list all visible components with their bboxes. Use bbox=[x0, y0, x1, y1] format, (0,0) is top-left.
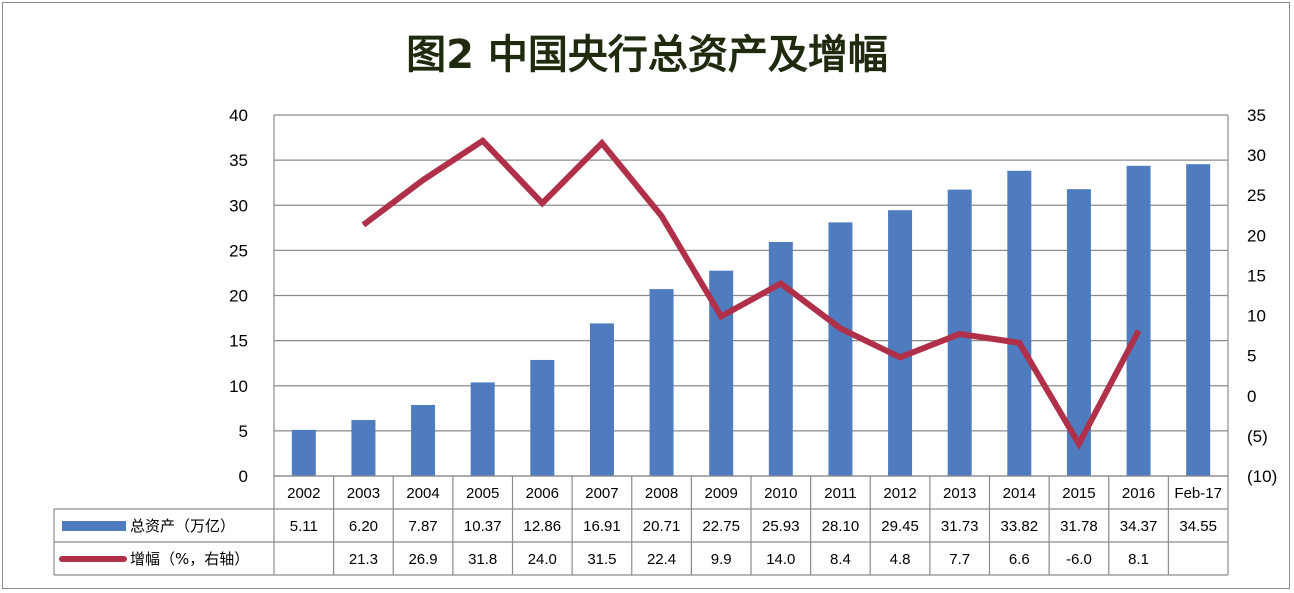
growth-value-label: 8.4 bbox=[830, 551, 851, 568]
left-tick-label: 30 bbox=[229, 196, 248, 215]
category-label: 2005 bbox=[466, 485, 499, 502]
growth-value-label: 6.6 bbox=[1009, 551, 1030, 568]
bar-value-label: 22.75 bbox=[702, 518, 740, 535]
bar bbox=[1126, 165, 1151, 477]
left-tick-label: 0 bbox=[239, 467, 248, 486]
bar-value-label: 20.71 bbox=[643, 518, 681, 535]
growth-point bbox=[1078, 443, 1080, 445]
growth-point bbox=[601, 142, 603, 144]
right-tick-label: 0 bbox=[1247, 387, 1256, 406]
bar bbox=[1007, 170, 1032, 476]
right-tick-label: 5 bbox=[1247, 347, 1256, 366]
category-label: 2003 bbox=[347, 485, 380, 502]
left-tick-label: 35 bbox=[229, 151, 248, 170]
growth-point bbox=[1018, 342, 1020, 344]
legend-label-line: 增幅（%，右轴） bbox=[130, 550, 249, 568]
growth-point bbox=[899, 356, 901, 358]
growth-point bbox=[839, 327, 841, 329]
bar-value-label: 5.11 bbox=[290, 518, 318, 535]
chart-title: 图2 中国央行总资产及增幅 bbox=[406, 32, 888, 78]
bar-value-label: 25.93 bbox=[762, 518, 800, 535]
category-label: 2008 bbox=[645, 485, 678, 502]
bar bbox=[589, 323, 614, 476]
growth-value-label: 14.0 bbox=[766, 551, 795, 568]
growth-value-label: 31.8 bbox=[468, 551, 497, 568]
category-label: 2007 bbox=[585, 485, 618, 502]
bar-value-label: 31.78 bbox=[1060, 518, 1098, 535]
right-tick-label: (5) bbox=[1247, 427, 1268, 446]
left-tick-label: 20 bbox=[229, 287, 248, 306]
legend-key-bar bbox=[62, 521, 126, 531]
growth-value-label: 8.1 bbox=[1128, 551, 1149, 568]
growth-point bbox=[780, 282, 782, 284]
growth-point bbox=[1138, 330, 1140, 332]
bar bbox=[649, 289, 674, 476]
bar-value-label: 16.91 bbox=[583, 518, 621, 535]
category-label: Feb-17 bbox=[1174, 485, 1222, 502]
bar bbox=[768, 241, 793, 476]
growth-value-label: 7.7 bbox=[949, 551, 970, 568]
left-tick-label: 10 bbox=[229, 377, 248, 396]
bar-value-label: 34.37 bbox=[1120, 518, 1158, 535]
category-label: 2009 bbox=[705, 485, 738, 502]
right-tick-label: 10 bbox=[1247, 307, 1266, 326]
legend-label-bar: 总资产（万亿） bbox=[130, 517, 235, 535]
bar-value-label: 31.73 bbox=[941, 518, 979, 535]
category-label: 2002 bbox=[287, 485, 320, 502]
bar bbox=[828, 222, 853, 476]
growth-value-label: 9.9 bbox=[711, 551, 732, 568]
bar bbox=[1186, 164, 1211, 476]
right-tick-label: 15 bbox=[1247, 266, 1266, 285]
bar-value-label: 6.20 bbox=[349, 518, 378, 535]
left-tick-label: 40 bbox=[229, 106, 248, 125]
category-label: 2012 bbox=[883, 485, 916, 502]
bar-value-label: 34.55 bbox=[1179, 518, 1217, 535]
growth-value-label: 31.5 bbox=[587, 551, 616, 568]
growth-value-label: 26.9 bbox=[408, 551, 437, 568]
growth-point bbox=[362, 224, 364, 226]
bar bbox=[291, 429, 316, 476]
bar-value-label: 12.86 bbox=[524, 518, 562, 535]
growth-value-label: -6.0 bbox=[1066, 551, 1092, 568]
right-tick-label: 35 bbox=[1247, 106, 1266, 125]
category-label: 2011 bbox=[824, 485, 856, 502]
bar bbox=[470, 382, 495, 476]
growth-value-label: 4.8 bbox=[890, 551, 911, 568]
left-tick-label: 5 bbox=[239, 422, 248, 441]
category-label: 2016 bbox=[1122, 485, 1155, 502]
right-tick-label: 25 bbox=[1247, 186, 1266, 205]
growth-point bbox=[422, 179, 424, 181]
growth-value-label: 24.0 bbox=[528, 551, 557, 568]
growth-line bbox=[361, 136, 1142, 451]
bar bbox=[351, 420, 376, 476]
growth-value-label: 22.4 bbox=[647, 551, 676, 568]
growth-point bbox=[720, 315, 722, 317]
left-tick-label: 15 bbox=[229, 332, 248, 351]
bar-value-label: 33.82 bbox=[1001, 518, 1039, 535]
growth-point bbox=[482, 140, 484, 142]
category-label: 2006 bbox=[526, 485, 559, 502]
right-tick-label: 20 bbox=[1247, 226, 1266, 245]
bar bbox=[888, 210, 913, 476]
growth-point bbox=[661, 215, 663, 217]
growth-value-label: 21.3 bbox=[349, 551, 378, 568]
growth-point bbox=[541, 202, 543, 204]
left-tick-label: 25 bbox=[229, 241, 248, 260]
category-label: 2004 bbox=[406, 485, 439, 502]
category-label: 2015 bbox=[1062, 485, 1095, 502]
bar-value-label: 28.10 bbox=[822, 518, 860, 535]
bar bbox=[530, 359, 555, 476]
bar-value-label: 29.45 bbox=[881, 518, 919, 535]
right-tick-label: (10) bbox=[1247, 467, 1277, 486]
right-tick-label: 30 bbox=[1247, 146, 1266, 165]
bar-value-label: 7.87 bbox=[408, 518, 437, 535]
bar bbox=[411, 404, 436, 476]
growth-point bbox=[959, 333, 961, 335]
category-label: 2013 bbox=[943, 485, 976, 502]
category-label: 2010 bbox=[764, 485, 797, 502]
category-label: 2014 bbox=[1003, 485, 1036, 502]
bar-value-label: 10.37 bbox=[464, 518, 502, 535]
